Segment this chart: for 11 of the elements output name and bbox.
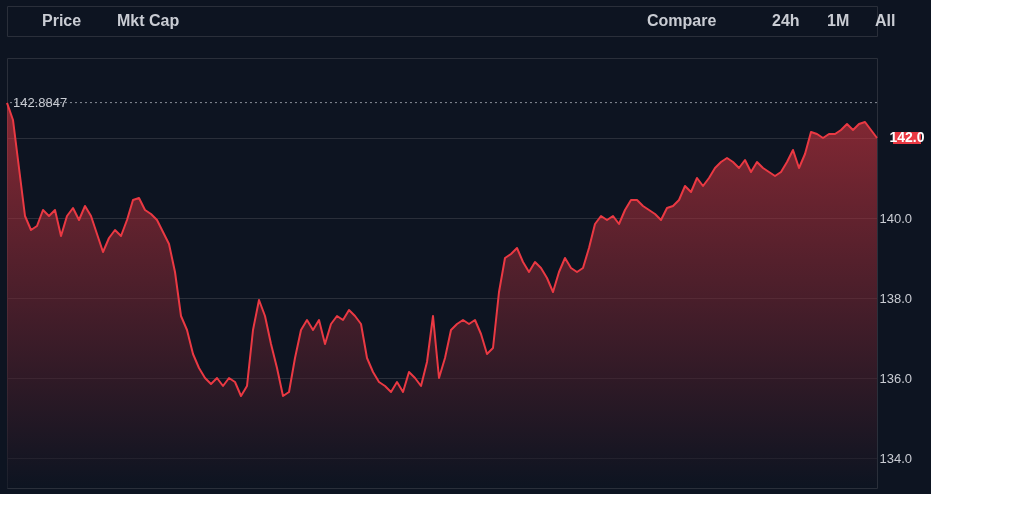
y-tick-label: 138.0 bbox=[879, 290, 913, 306]
y-tick-label: 134.0 bbox=[879, 450, 913, 466]
text: Compare bbox=[647, 12, 717, 29]
text: Price bbox=[42, 12, 82, 29]
text: All bbox=[875, 12, 896, 29]
ref-line-label: 142.8847 bbox=[13, 94, 68, 110]
y-tick-label: 136.0 bbox=[879, 370, 913, 386]
y-tick-label: 140.0 bbox=[879, 210, 913, 226]
text: 1M bbox=[827, 12, 850, 29]
text: 24h bbox=[772, 12, 800, 29]
text: Mkt Cap bbox=[117, 12, 180, 29]
